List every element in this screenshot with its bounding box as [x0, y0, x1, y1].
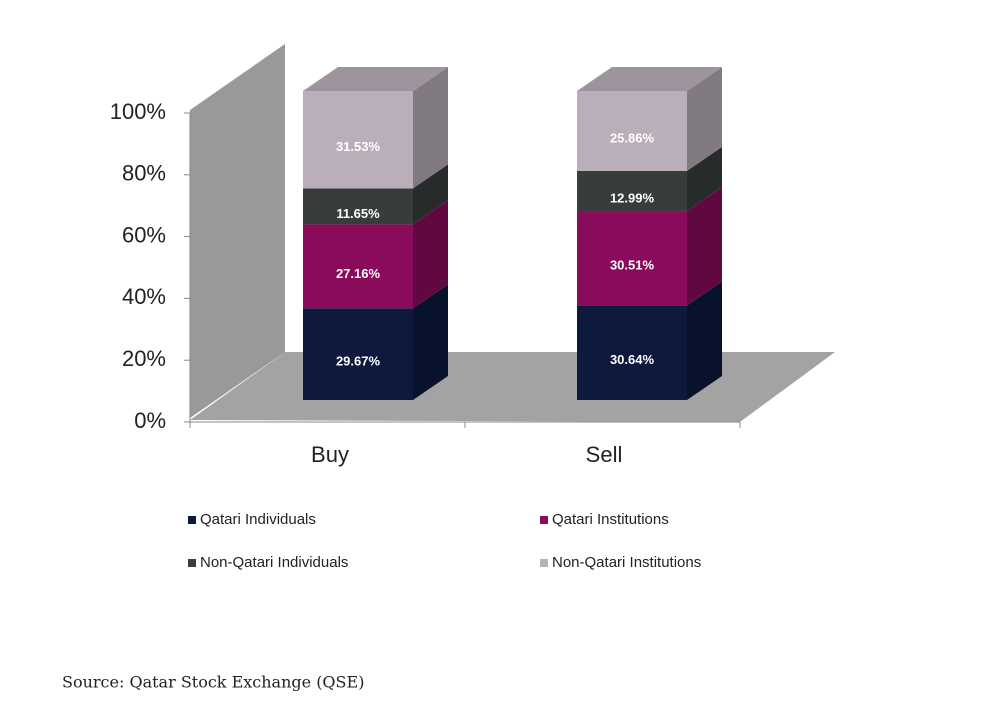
- bar-side: [413, 66, 448, 189]
- value-label: 30.64%: [610, 352, 655, 367]
- value-label: 11.65%: [336, 206, 380, 221]
- legend-label: Non-Qatari Individuals: [200, 554, 348, 571]
- y-tick-label: 80%: [122, 161, 166, 186]
- value-label: 30.51%: [610, 258, 655, 273]
- y-tick-label: 0%: [134, 408, 166, 433]
- bar-front: [303, 308, 413, 400]
- bar-segment: [303, 200, 448, 309]
- bar-side: [687, 187, 722, 306]
- y-tick-label: 20%: [122, 346, 166, 371]
- bar-side: [687, 67, 722, 171]
- value-label: 29.67%: [336, 354, 381, 369]
- bar-side: [413, 284, 448, 400]
- legend-marker: [188, 516, 196, 524]
- y-tick-label: 60%: [122, 222, 166, 247]
- bar-segment: [577, 67, 722, 171]
- value-label: 12.99%: [610, 190, 655, 205]
- bar-segment: [577, 187, 722, 306]
- bar-front: [303, 224, 413, 309]
- bar-front: [577, 170, 687, 212]
- bar-segment: [303, 164, 448, 225]
- floor: [190, 352, 835, 422]
- legend-label: Qatari Individuals: [200, 511, 316, 528]
- value-label: 27.16%: [336, 266, 381, 281]
- y-tick-label: 40%: [122, 284, 166, 309]
- bar-top: [303, 66, 448, 91]
- bar-segment: [577, 146, 722, 212]
- bar-side: [687, 281, 722, 400]
- x-tick-label: Buy: [311, 442, 349, 467]
- source: Source: Qatar Stock Exchange (QSE): [62, 673, 364, 692]
- bar-front: [577, 305, 687, 400]
- bar-front: [577, 91, 687, 171]
- bar-front: [303, 90, 413, 189]
- bar-segment: [303, 66, 448, 189]
- plot: [303, 66, 722, 400]
- bar-front: [577, 211, 687, 306]
- bar-side: [413, 200, 448, 309]
- bar-top: [577, 67, 722, 91]
- legend-label: Qatari Institutions: [552, 511, 669, 528]
- bar-side: [687, 146, 722, 212]
- bar-segment: [303, 284, 448, 400]
- legend-marker: [540, 516, 548, 524]
- legend-label: Non-Qatari Institutions: [552, 554, 701, 571]
- bar-side: [413, 164, 448, 225]
- bar-front: [303, 188, 413, 225]
- legend-marker: [188, 559, 196, 567]
- value-label: 31.53%: [336, 139, 381, 154]
- legend-marker: [540, 559, 548, 567]
- value-label: 25.86%: [610, 130, 655, 145]
- x-tick-label: Sell: [586, 442, 623, 467]
- bar-segment: [577, 281, 722, 400]
- y-tick-label: 100%: [110, 99, 166, 124]
- back-wall: [190, 44, 285, 418]
